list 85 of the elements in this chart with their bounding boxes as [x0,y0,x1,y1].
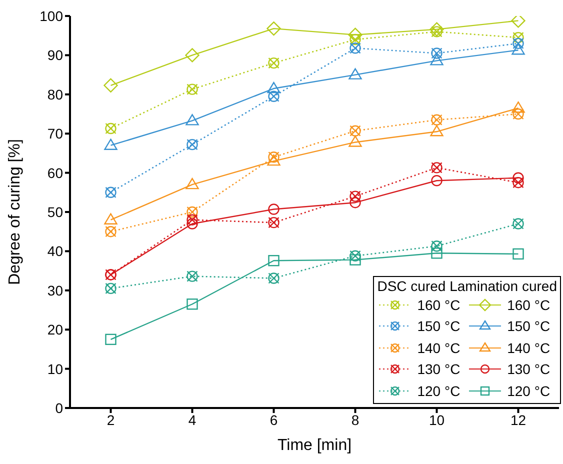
point [350,125,361,136]
y-tick-label: 70 [47,126,64,142]
point [348,136,362,147]
point [105,186,116,198]
x-tick-label: 2 [106,412,115,428]
y-tick-label: 0 [55,400,64,416]
legend-label: 130 °C [417,361,460,378]
legend-title: DSC cured Lamination cured [377,278,557,294]
point [350,42,361,54]
point [431,248,442,259]
x-tick-label: 10 [428,412,445,428]
point [431,48,442,59]
y-tick-label: 40 [47,243,64,260]
point [186,206,198,218]
point [512,102,525,113]
point [186,214,198,226]
point [186,178,199,190]
point [430,125,444,136]
point [431,240,442,252]
x-tick-label: 12 [510,412,526,428]
point [350,196,361,208]
point [430,54,444,66]
point [105,122,116,134]
legend-label: 120 °C [507,382,550,399]
x-tick-label: 8 [351,412,360,428]
legend-label: 130 °C [507,361,550,378]
legend-label: 150 °C [417,318,460,334]
point [105,282,116,294]
point [512,248,524,260]
legend-label: 160 °C [417,296,460,313]
point [348,28,362,42]
point [350,34,361,46]
y-tick-label: 100 [40,8,64,24]
point [348,68,362,80]
legend-label: 120 °C [417,382,460,399]
y-tick-label: 50 [47,204,64,220]
point [105,226,116,238]
point [350,190,361,202]
point [268,152,280,163]
y-axis-title: Degree of curing [%] [6,139,24,285]
point [186,298,198,310]
point [268,255,280,266]
legend-label: 160 °C [507,296,550,313]
point [267,154,280,166]
point [268,272,280,284]
point [350,254,361,266]
point [186,270,198,282]
point [512,172,524,184]
y-tick-label: 60 [47,164,64,181]
point [105,334,116,345]
legend-label: 140 °C [507,340,550,356]
point [512,32,524,44]
point [268,216,280,228]
point [431,175,442,186]
point [431,162,442,174]
y-tick-label: 10 [47,360,64,377]
point [268,90,280,102]
x-tick-label: 6 [270,412,278,428]
legend-label: 140 °C [417,340,460,356]
y-tick-label: 90 [47,47,64,64]
point [104,213,118,224]
point [512,38,524,50]
point [186,84,198,95]
x-axis-title: Time [min] [277,437,352,454]
point [186,218,198,230]
y-tick-label: 20 [47,322,64,338]
point [512,218,524,230]
point [104,78,118,92]
point [268,57,280,69]
point [267,82,280,94]
point [266,21,281,36]
y-tick-label: 80 [47,86,64,102]
legend-label: 150 °C [507,318,550,334]
x-tick-label: 4 [188,412,196,428]
point [186,138,198,150]
y-tick-label: 30 [47,282,64,298]
point [512,177,524,188]
point [185,48,200,62]
point [512,44,525,55]
point [104,138,118,150]
point [430,22,444,36]
point [268,204,280,215]
point [512,108,524,120]
point [186,114,199,126]
point [431,114,442,126]
